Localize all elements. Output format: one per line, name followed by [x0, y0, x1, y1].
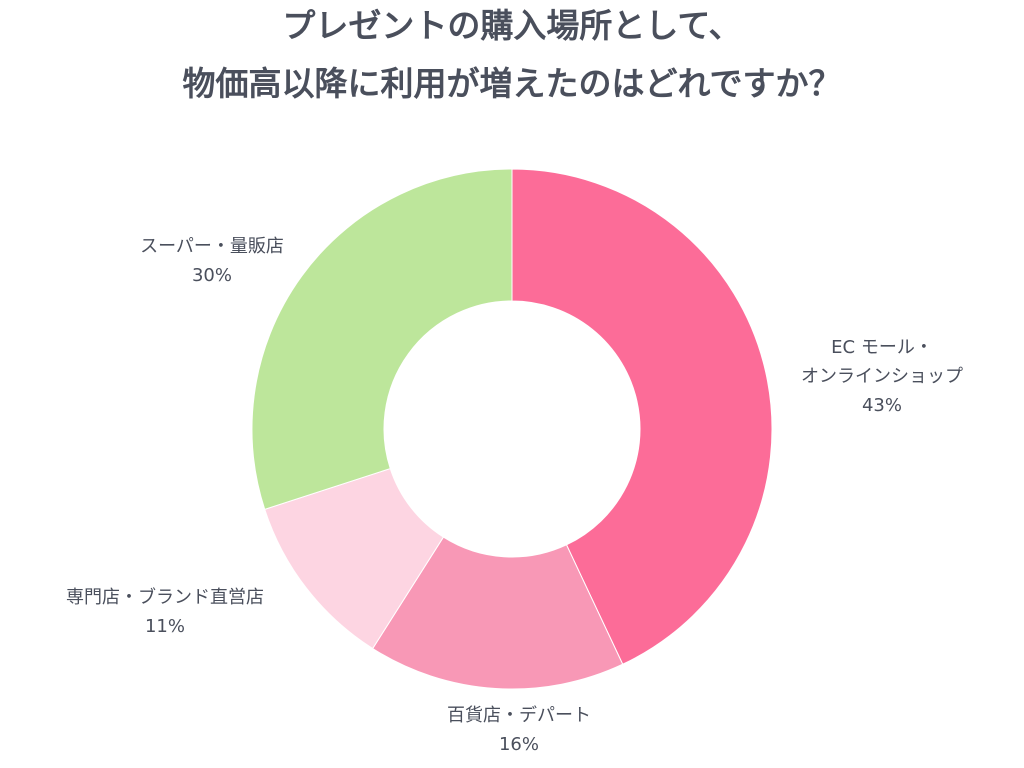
donut-slice-3 [251, 168, 513, 510]
slice-value-label-0: 43% [862, 395, 902, 416]
slice-category-label-0-1: オンラインショップ [801, 366, 963, 387]
slice-value-label-2: 11% [145, 616, 185, 637]
chart-title-line-2: 物価高以降に利用が増えたのはどれですか？ [182, 64, 842, 103]
slice-value-label-3: 30% [192, 265, 232, 286]
labels-group: EC モール・オンラインショップ 43% 百貨店・デパート 16% 専門店・ブランド直営… [66, 236, 963, 755]
slice-value-label-1: 16% [499, 734, 539, 755]
donut-slice-1 [371, 536, 624, 690]
donut-slice-0 [511, 168, 773, 665]
slices-group [251, 168, 773, 690]
slice-category-label-3-0: スーパー・量販店 [140, 236, 284, 257]
chart-title-line-1: プレゼントの購入場所として、 [282, 6, 742, 45]
slice-category-label-0-0: EC モール・ [831, 337, 933, 358]
slice-category-label-1-0: 百貨店・デパート [447, 705, 591, 726]
slice-category-label-2-0: 専門店・ブランド直営店 [66, 586, 264, 608]
